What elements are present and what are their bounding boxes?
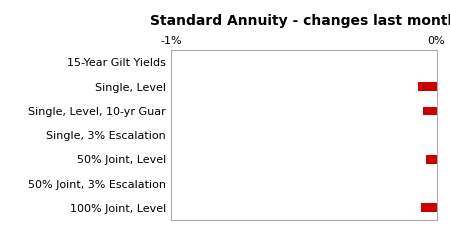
- Bar: [421, 204, 436, 212]
- Bar: [423, 107, 436, 115]
- Bar: [426, 155, 436, 164]
- Bar: [418, 82, 436, 91]
- Title: Standard Annuity - changes last month: Standard Annuity - changes last month: [150, 14, 450, 28]
